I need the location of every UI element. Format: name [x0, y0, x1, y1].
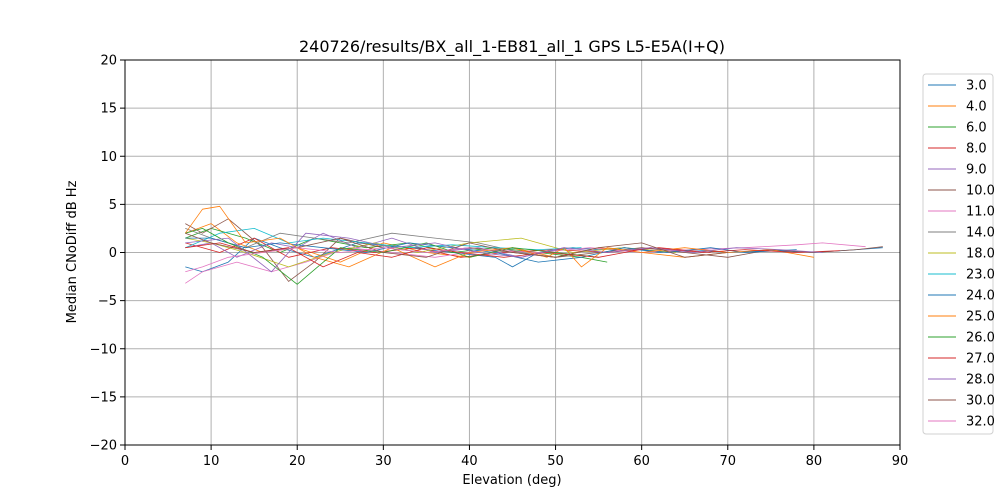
legend-label: 4.0 [966, 100, 987, 115]
series-line-25-0 [184, 205, 814, 268]
y-tick-label: −10 [90, 342, 117, 357]
series-line-27-0 [185, 242, 840, 268]
y-tick-label: 20 [100, 54, 117, 69]
x-tick-label: 60 [633, 454, 650, 469]
x-tick-label: 10 [203, 454, 220, 469]
series-line-11-0 [185, 242, 866, 284]
legend-label: 28.0 [966, 373, 995, 388]
x-axis-label: Elevation (deg) [462, 473, 561, 488]
chart-title: 240726/results/BX_all_1-EB81_all_1 GPS L… [299, 37, 725, 57]
series-line-24-0 [185, 237, 797, 263]
legend-box [922, 73, 994, 435]
legend-label: 3.0 [966, 79, 987, 94]
x-tick-label: 50 [547, 454, 564, 469]
x-ticks: 0 10 20 30 40 50 60 70 80 90 [121, 445, 908, 469]
y-tick-label: −15 [90, 390, 117, 405]
series-line-28-0 [185, 232, 823, 273]
legend: 3.0 4.0 6.0 8.0 9.0 10.0 11.0 14.0 18.0 23.0 24.0 2… [922, 73, 995, 435]
legend-label: 11.0 [966, 205, 995, 220]
legend-label: 9.0 [966, 163, 987, 178]
y-tick-label: −5 [98, 294, 117, 309]
x-tick-label: 40 [461, 454, 478, 469]
x-tick-label: 70 [720, 454, 737, 469]
y-ticks: −20 −15 −10 −5 0 5 10 15 20 [90, 54, 125, 454]
legend-label: 30.0 [966, 394, 995, 409]
legend-label: 24.0 [966, 289, 995, 304]
series-line-26-0 [185, 227, 599, 285]
x-tick-label: 30 [375, 454, 392, 469]
legend-label: 32.0 [966, 415, 995, 430]
x-tick-label: 0 [121, 454, 129, 469]
legend-label: 10.0 [966, 184, 995, 199]
x-tick-label: 20 [289, 454, 306, 469]
y-tick-label: 10 [100, 150, 117, 165]
legend-label: 23.0 [966, 268, 995, 283]
plot-lines [184, 205, 883, 285]
y-tick-label: 0 [109, 246, 117, 261]
legend-label: 26.0 [966, 331, 995, 346]
y-tick-label: 15 [100, 102, 117, 117]
legend-label: 25.0 [966, 310, 995, 325]
y-tick-label: 5 [109, 198, 117, 213]
y-tick-label: −20 [90, 439, 117, 454]
x-tick-label: 90 [892, 454, 909, 469]
series-line-3-0 [185, 237, 883, 273]
x-tick-label: 80 [806, 454, 823, 469]
legend-label: 27.0 [966, 352, 995, 367]
y-axis-label: Median CNoDiff dB Hz [65, 180, 80, 323]
series-line-32-0 [185, 247, 470, 273]
legend-label: 14.0 [966, 226, 995, 241]
legend-label: 6.0 [966, 121, 987, 136]
series-line-8-0 [185, 237, 711, 258]
legend-label: 18.0 [966, 247, 995, 262]
legend-label: 8.0 [966, 142, 987, 157]
